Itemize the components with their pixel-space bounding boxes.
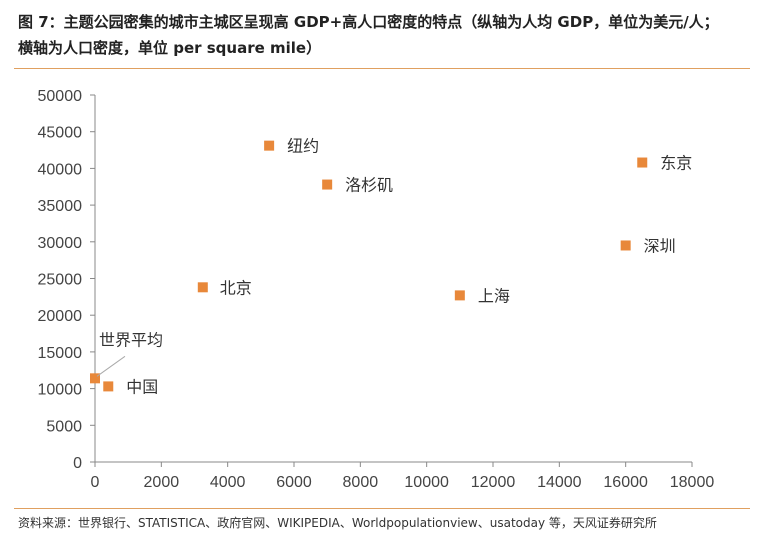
data-point-marker — [454, 290, 465, 301]
data-point-label: 深圳 — [644, 236, 676, 255]
data-point-marker — [620, 240, 631, 251]
y-axis-ticks: 0 5000 10000 15000 20000 25000 30000 35000 40000… — [38, 88, 95, 472]
y-tick-label: 5000 — [46, 418, 82, 435]
data-point-label: 北京 — [220, 278, 252, 297]
x-tick-label: 16000 — [603, 474, 648, 491]
y-tick-label: 20000 — [38, 308, 83, 325]
data-point-label: 世界平均 — [99, 330, 163, 349]
data-point-label: 纽约 — [287, 137, 319, 156]
data-point-marker — [197, 282, 208, 293]
x-tick-label: 4000 — [210, 474, 246, 491]
y-tick-label: 15000 — [38, 345, 83, 362]
x-tick-label: 8000 — [343, 474, 379, 491]
y-tick-label: 10000 — [38, 382, 83, 399]
data-point-label: 东京 — [660, 154, 692, 173]
chart-axes — [94, 95, 692, 463]
y-tick-label: 35000 — [38, 198, 83, 215]
x-tick-label: 10000 — [404, 474, 449, 491]
x-tick-label: 18000 — [670, 474, 715, 491]
data-point-marker — [264, 140, 275, 151]
figure-title: 图 7：主题公园密集的城市主城区呈现高 GDP+高人口密度的特点（纵轴为人均 G… — [18, 9, 748, 61]
data-point-label: 中国 — [126, 377, 158, 396]
x-tick-label: 2000 — [144, 474, 180, 491]
data-point-label: 上海 — [478, 286, 510, 305]
figure-title-line2: 横轴为人口密度，单位 per square mile） — [18, 39, 322, 57]
data-point-label: 洛杉矶 — [345, 176, 393, 195]
y-tick-label: 0 — [73, 455, 82, 472]
scatter-chart: 0 2000 4000 6000 8000 10000 12000 14000 16000 180… — [38, 88, 715, 491]
x-axis-ticks: 0 2000 4000 6000 8000 10000 12000 14000 16000 180… — [91, 462, 715, 491]
data-label-leader — [96, 355, 126, 377]
x-tick-label: 6000 — [276, 474, 312, 491]
x-tick-label: 12000 — [471, 474, 516, 491]
y-tick-label: 45000 — [38, 125, 83, 142]
source-divider — [14, 508, 750, 509]
data-point-marker — [90, 373, 100, 384]
x-tick-label: 14000 — [537, 474, 582, 491]
data-point-marker — [637, 157, 648, 168]
data-point-marker — [103, 381, 114, 392]
y-tick-label: 40000 — [38, 161, 83, 178]
title-divider — [14, 68, 750, 69]
source-note: 资料来源：世界银行、STATISTICA、政府官网、WIKIPEDIA、Worl… — [18, 516, 657, 530]
y-tick-label: 50000 — [38, 88, 83, 105]
figure-title-line1: 图 7：主题公园密集的城市主城区呈现高 GDP+高人口密度的特点（纵轴为人均 G… — [18, 13, 719, 31]
y-tick-label: 25000 — [38, 272, 83, 289]
data-point-marker — [322, 179, 333, 190]
y-tick-label: 30000 — [38, 235, 83, 252]
x-tick-label: 0 — [91, 474, 100, 491]
